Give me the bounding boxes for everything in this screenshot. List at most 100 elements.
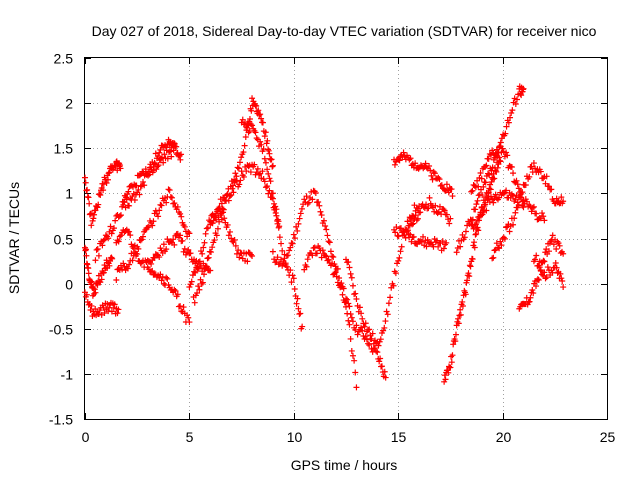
- data-point-marker: [116, 233, 123, 240]
- data-point-marker: [453, 249, 460, 256]
- data-point-marker: [218, 210, 225, 217]
- data-point-marker: [469, 216, 476, 223]
- data-point-marker: [361, 323, 368, 330]
- data-point-marker: [428, 172, 435, 179]
- data-point-marker: [475, 183, 482, 190]
- data-point-marker: [94, 246, 101, 253]
- data-point-marker: [269, 248, 276, 255]
- data-point-marker: [366, 342, 373, 348]
- data-point-marker: [452, 331, 459, 338]
- data-point-marker: [242, 133, 249, 140]
- y-tick-label: 0.5: [54, 232, 74, 248]
- data-point-marker: [323, 226, 330, 233]
- data-point-marker: [396, 157, 403, 164]
- data-point-marker: [299, 323, 306, 330]
- data-point-marker: [259, 168, 266, 175]
- data-point-marker: [408, 238, 415, 245]
- data-point-marker: [224, 221, 231, 228]
- data-point-marker: [157, 201, 164, 208]
- data-point-marker: [115, 306, 122, 313]
- data-point-marker: [382, 374, 389, 381]
- data-point-marker: [471, 239, 478, 246]
- data-point-marker: [181, 245, 188, 252]
- series-arc-1: [82, 158, 124, 229]
- data-point-marker: [269, 163, 276, 170]
- data-point-marker: [466, 262, 473, 269]
- data-point-marker: [141, 182, 148, 189]
- data-point-marker: [262, 159, 269, 166]
- data-point-marker: [210, 213, 217, 220]
- data-point-marker: [500, 234, 507, 241]
- data-point-marker: [523, 198, 530, 205]
- data-point-marker: [112, 217, 119, 224]
- data-point-marker: [384, 311, 391, 318]
- data-point-marker: [485, 189, 492, 196]
- data-point-marker: [476, 213, 483, 220]
- data-point-marker: [457, 243, 464, 250]
- data-point-marker: [490, 254, 497, 261]
- data-point-marker: [235, 165, 242, 172]
- y-axis-label: SDTVAR / TECUs: [6, 182, 22, 294]
- data-point-marker: [129, 257, 136, 264]
- data-point-marker: [144, 224, 151, 231]
- data-point-marker: [559, 278, 566, 285]
- data-point-marker: [225, 232, 232, 239]
- data-point-marker: [376, 358, 383, 365]
- data-point-marker: [426, 194, 433, 201]
- data-point-marker: [177, 210, 184, 217]
- data-point-marker: [395, 156, 402, 163]
- data-point-marker: [520, 85, 527, 92]
- data-point-marker: [195, 259, 202, 266]
- data-point-marker: [156, 207, 163, 214]
- data-point-marker: [145, 168, 152, 175]
- data-point-marker: [231, 237, 238, 244]
- data-point-marker: [265, 170, 272, 177]
- data-point-marker: [392, 270, 399, 277]
- data-point-marker: [185, 314, 192, 321]
- data-point-marker: [362, 320, 369, 327]
- data-point-marker: [464, 277, 471, 284]
- data-point-marker: [318, 254, 325, 261]
- data-point-marker: [528, 208, 535, 215]
- data-point-marker: [475, 227, 482, 234]
- series-arc-14: [301, 243, 389, 381]
- data-point-marker: [287, 244, 294, 251]
- data-point-marker: [490, 199, 497, 206]
- data-point-marker: [171, 286, 178, 293]
- data-point-marker: [462, 228, 469, 235]
- data-point-marker: [247, 169, 254, 176]
- data-point-marker: [186, 319, 193, 326]
- data-point-marker: [445, 189, 452, 196]
- data-point-marker: [455, 315, 462, 322]
- data-point-marker: [423, 243, 430, 250]
- data-point-marker: [305, 199, 312, 206]
- data-point-marker: [205, 254, 212, 261]
- data-point-marker: [165, 186, 172, 193]
- data-point-marker: [511, 215, 518, 222]
- data-point-marker: [513, 177, 520, 184]
- data-point-marker: [395, 233, 402, 240]
- data-point-marker: [465, 270, 472, 277]
- data-point-marker: [113, 276, 120, 283]
- data-point-marker: [309, 252, 316, 259]
- data-point-marker: [149, 222, 156, 229]
- series-arc-2: [82, 289, 122, 320]
- data-point-marker: [184, 233, 191, 240]
- data-point-marker: [156, 254, 163, 261]
- data-point-marker: [201, 239, 208, 246]
- data-point-marker: [496, 245, 503, 252]
- data-point-marker: [374, 349, 381, 356]
- data-point-marker: [211, 237, 218, 244]
- data-point-marker: [288, 279, 295, 286]
- data-point-marker: [100, 237, 107, 244]
- data-point-marker: [422, 160, 429, 167]
- data-point-marker: [510, 170, 517, 177]
- y-tick-label: 0: [65, 277, 73, 293]
- data-point-marker: [510, 192, 517, 199]
- data-point-marker: [438, 182, 445, 189]
- data-point-marker: [247, 251, 254, 258]
- data-point-marker: [358, 324, 365, 331]
- data-point-marker: [351, 357, 358, 364]
- data-point-marker: [84, 193, 91, 200]
- data-point-marker: [382, 318, 389, 325]
